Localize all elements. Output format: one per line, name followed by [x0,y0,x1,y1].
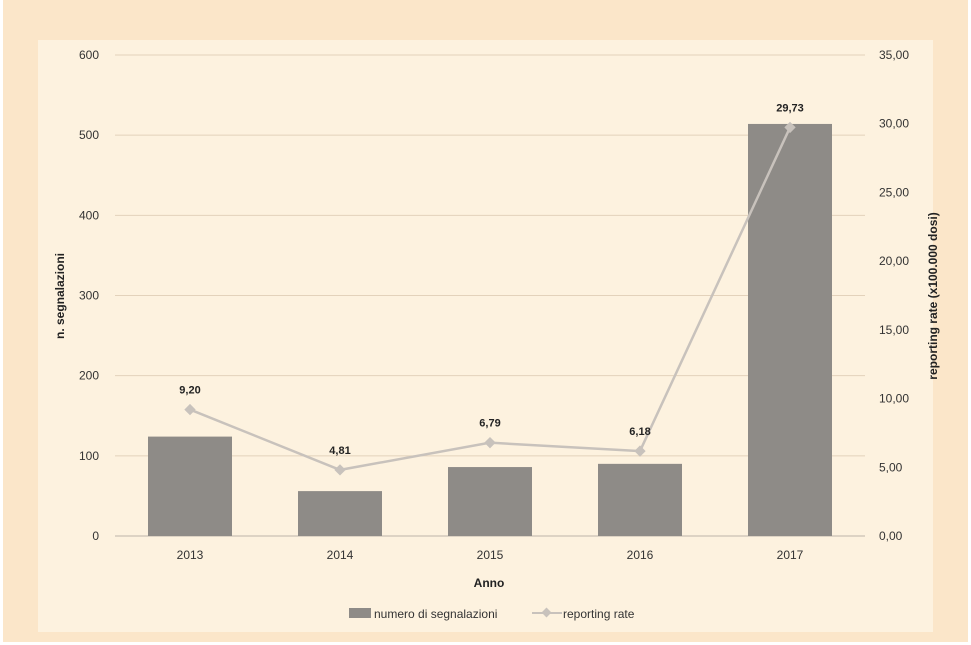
left-axis-ticks: 0 100 200 300 400 500 600 [79,48,99,543]
right-axis-ticks: 0,00 5,00 10,00 15,00 20,00 25,00 30,00 35,00 [879,48,909,543]
x-tick-label: 2017 [777,548,804,562]
line-marker [184,403,196,416]
x-tick-label: 2014 [327,548,354,562]
y-tick-label: 300 [79,289,99,303]
line-marker [484,437,496,449]
y2-tick-label: 35,00 [879,48,909,62]
bar-series [148,123,832,537]
legend-line-label: reporting rate [563,607,635,621]
x-tick-label: 2013 [177,548,204,562]
data-label: 4,81 [329,445,350,457]
bar [448,467,532,536]
x-axis-ticks: 2013 2014 2015 2016 2017 [177,548,804,562]
y-tick-label: 400 [79,208,99,222]
legend-bar-swatch [349,608,371,618]
y2-tick-label: 15,00 [879,323,909,337]
y-tick-label: 600 [79,48,99,62]
y-tick-label: 100 [79,449,99,463]
data-label: 6,79 [479,418,500,430]
data-label: 29,73 [776,102,804,114]
y2-tick-label: 10,00 [879,392,909,406]
y2-axis-title: reporting rate (x100.000 dosi) [926,212,940,379]
y-tick-label: 500 [79,128,99,142]
x-axis-title: Anno [474,576,505,590]
y2-tick-label: 5,00 [879,460,903,474]
data-label: 9,20 [179,385,200,397]
gridlines [115,54,865,537]
x-tick-label: 2016 [627,548,654,562]
bar [298,491,382,536]
legend-line-marker [541,607,552,618]
bar [598,463,682,536]
line-marker [334,464,346,476]
legend-bar-label: numero di segnalazioni [374,607,497,621]
y-tick-label: 0 [92,529,99,543]
y2-tick-label: 0,00 [879,529,903,543]
x-tick-label: 2015 [477,548,504,562]
data-label: 6,18 [629,426,650,438]
line-marker [634,445,646,457]
legend: numero di segnalazioni reporting rate [349,607,635,621]
bar [748,123,832,537]
y-tick-label: 200 [79,369,99,383]
y2-tick-label: 30,00 [879,117,909,131]
y2-tick-label: 25,00 [879,185,909,199]
line-data-labels: 9,20 4,81 6,79 6,18 29,73 [179,102,803,456]
y-axis-title: n. segnalazioni [53,253,67,339]
bar [148,436,232,536]
y2-tick-label: 20,00 [879,254,909,268]
